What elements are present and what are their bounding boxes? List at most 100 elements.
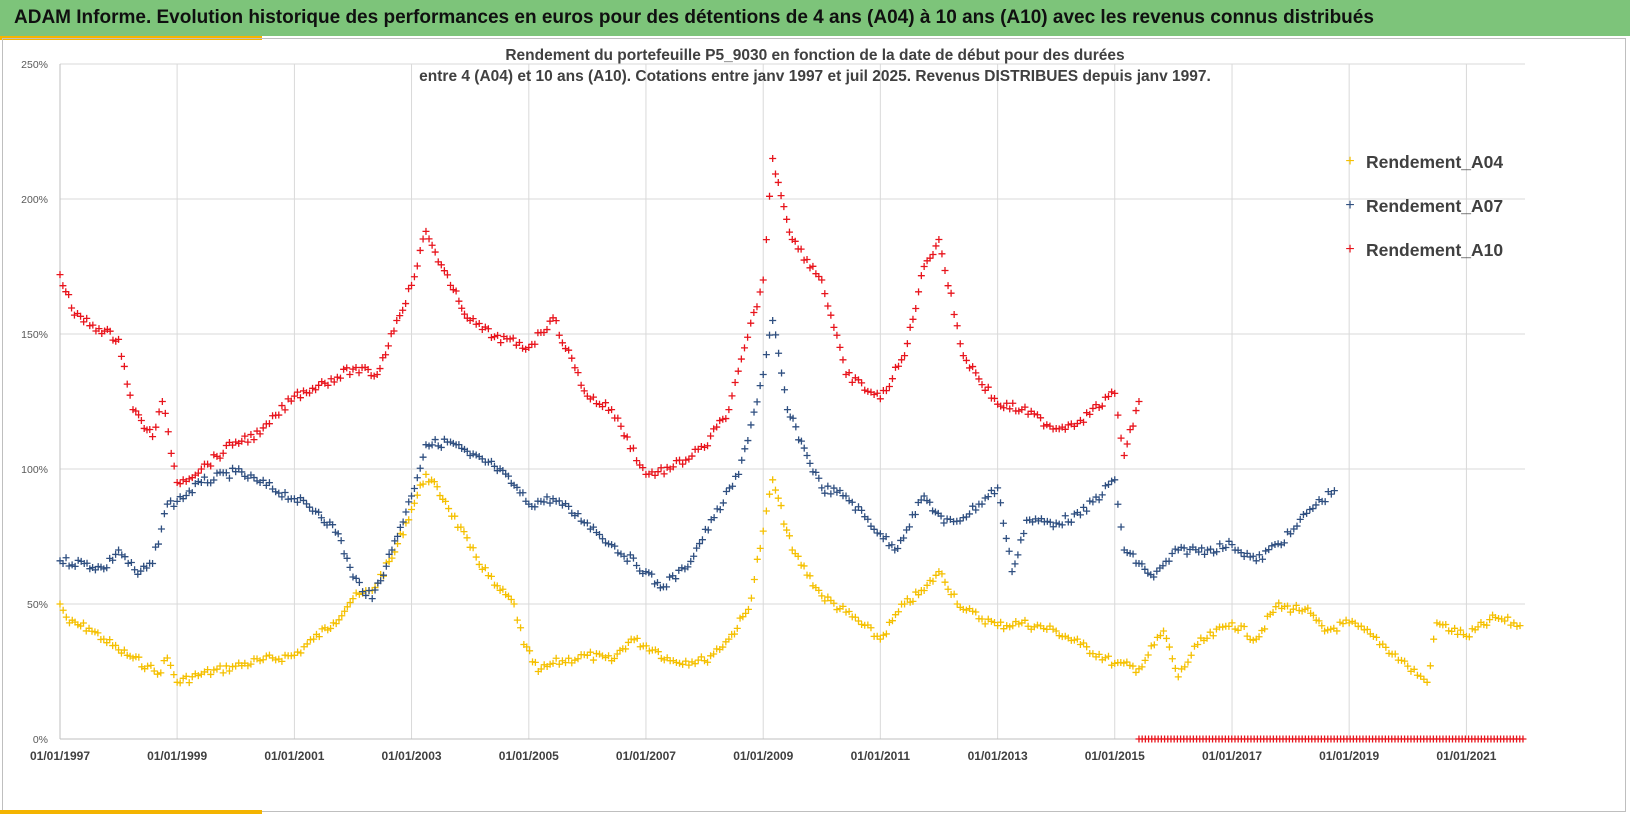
point-Rendement_A04: [256, 657, 264, 665]
point-Rendement_A10: [1086, 410, 1094, 418]
point-Rendement_A04: [800, 562, 808, 570]
point-Rendement_A10: [771, 170, 779, 178]
point-Rendement_A10: [149, 433, 157, 441]
point-Rendement_A10: [475, 319, 483, 327]
point-Rendement_A10: [836, 343, 844, 351]
point-Rendement_A10: [293, 388, 301, 396]
point-Rendement_A04: [1385, 649, 1393, 657]
point-Rendement_A10: [1101, 393, 1109, 401]
point-Rendement_A04: [950, 590, 958, 598]
point-Rendement_A07: [1020, 529, 1028, 537]
point-Rendement_A07: [472, 451, 480, 459]
point-Rendement_A04: [457, 523, 465, 531]
point-Rendement_A10: [525, 344, 533, 351]
point-Rendement_A10: [777, 192, 785, 200]
point-Rendement_A04: [1231, 625, 1239, 633]
point-Rendement_A10: [416, 246, 424, 254]
point-Rendement_A04: [583, 651, 591, 659]
point-Rendement_A04: [1055, 632, 1063, 640]
point-Rendement_A04: [1120, 659, 1128, 667]
x-tick-label: 01/01/2011: [851, 749, 911, 763]
point-Rendement_A10: [697, 442, 705, 450]
point-Rendement_A10: [419, 235, 427, 243]
point-Rendement_A04: [410, 499, 418, 507]
point-Rendement_A07: [678, 564, 686, 572]
point-Rendement_A07: [608, 541, 616, 549]
point-Rendement_A07: [1207, 545, 1215, 553]
point-Rendement_A07: [1058, 521, 1066, 529]
point-Rendement_A04: [1404, 662, 1412, 670]
point-Rendement_A04: [744, 605, 752, 613]
point-Rendement_A10: [275, 411, 283, 419]
point-Rendement_A07: [766, 331, 774, 339]
point-Rendement_A04: [1174, 673, 1182, 681]
point-Rendement_A04: [487, 572, 495, 580]
point-Rendement_A10: [312, 386, 320, 394]
point-Rendement_A04: [147, 661, 155, 669]
point-Rendement_A04: [1184, 658, 1192, 666]
point-Rendement_A10: [766, 192, 774, 200]
point-Rendement_A10: [106, 327, 114, 335]
point-Rendement_A04: [1194, 641, 1202, 648]
point-Rendement_A04: [59, 606, 67, 614]
point-Rendement_A07: [71, 562, 79, 570]
point-Rendement_A10: [68, 304, 76, 312]
point-Rendement_A10: [390, 327, 398, 335]
point-Rendement_A10: [737, 355, 745, 363]
point-Rendement_A07: [666, 573, 674, 581]
point-Rendement_A04: [216, 662, 224, 670]
point-Rendement_A04: [310, 635, 318, 643]
point-Rendement_A10: [1114, 411, 1122, 419]
point-Rendement_A10: [895, 362, 903, 370]
point-Rendement_A04: [923, 581, 931, 589]
point-Rendement_A10: [117, 352, 125, 360]
point-Rendement_A07: [265, 479, 273, 487]
point-Rendement_A07: [987, 486, 995, 494]
point-Rendement_A04: [1111, 659, 1119, 667]
point-Rendement_A04: [493, 582, 501, 590]
chart-title-line-2: entre 4 (A04) et 10 ans (A10). Cotations…: [419, 68, 1211, 85]
point-Rendement_A10: [352, 363, 360, 371]
point-Rendement_A07: [1280, 539, 1288, 547]
point-Rendement_A04: [769, 476, 777, 484]
point-Rendement_A04: [1070, 636, 1078, 644]
point-Rendement_A04: [475, 560, 483, 568]
point-Rendement_A04: [642, 642, 650, 650]
point-Rendement_A07: [1299, 510, 1307, 518]
point-Rendement_A04: [210, 666, 218, 674]
point-Rendement_A07: [225, 474, 233, 482]
point-Rendement_A04: [622, 645, 630, 653]
point-Rendement_A10: [873, 389, 881, 397]
point-Rendement_A04: [1181, 663, 1189, 671]
point-Rendement_A10: [241, 432, 249, 440]
point-Rendement_A07: [1046, 518, 1054, 526]
point-Rendement_A10: [250, 436, 258, 444]
point-Rendement_A04: [766, 490, 774, 498]
point-Rendement_A10: [437, 261, 445, 269]
point-Rendement_A10: [1064, 421, 1072, 429]
point-Rendement_A04: [783, 526, 791, 534]
point-Rendement_A07: [396, 523, 404, 531]
point-Rendement_A07: [1252, 557, 1260, 565]
point-Rendement_A04: [79, 619, 87, 627]
point-Rendement_A07: [842, 492, 850, 500]
point-Rendement_A04: [981, 620, 989, 628]
point-Rendement_A10: [324, 381, 332, 389]
point-Rendement_A10: [370, 372, 378, 380]
x-tick-label: 01/01/2021: [1436, 749, 1496, 763]
point-Rendement_A04: [882, 630, 890, 638]
point-Rendement_A07: [317, 514, 325, 522]
point-Rendement_A10: [783, 215, 791, 223]
point-Rendement_A04: [733, 624, 741, 632]
point-Rendement_A07: [876, 530, 884, 538]
point-Rendement_A04: [1009, 622, 1017, 630]
point-Rendement_A07: [504, 472, 512, 480]
accent-line-bottom: [0, 810, 262, 814]
point-Rendement_A07: [962, 513, 970, 521]
point-Rendement_A10: [152, 423, 160, 431]
point-Rendement_A04: [679, 660, 687, 668]
point-Rendement_A10: [1135, 398, 1143, 405]
point-Rendement_A07: [821, 489, 829, 497]
point-Rendement_A07: [882, 533, 890, 541]
point-Rendement_A07: [410, 485, 418, 493]
